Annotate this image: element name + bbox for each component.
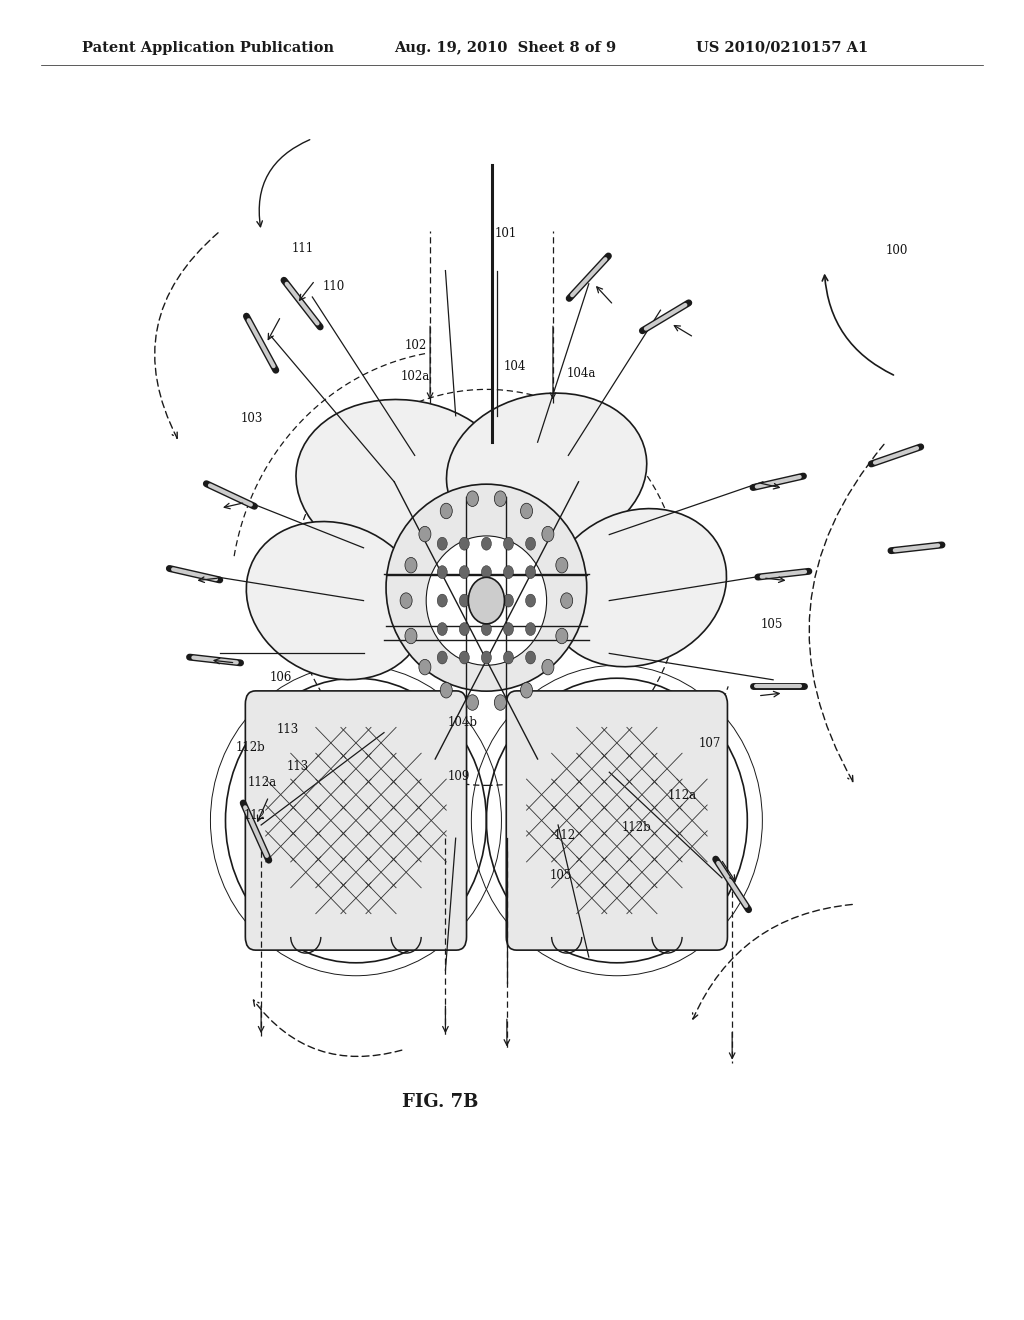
Text: 100: 100: [886, 244, 908, 257]
Text: 103: 103: [241, 412, 263, 425]
Circle shape: [419, 527, 431, 541]
Circle shape: [520, 503, 532, 519]
Text: 107: 107: [698, 737, 721, 750]
Text: 111: 111: [292, 242, 314, 255]
Circle shape: [468, 577, 505, 624]
Circle shape: [481, 537, 492, 550]
Circle shape: [437, 623, 447, 635]
Circle shape: [460, 651, 469, 664]
Circle shape: [440, 503, 453, 519]
Text: 110: 110: [323, 280, 345, 293]
FancyBboxPatch shape: [506, 690, 727, 950]
Ellipse shape: [548, 508, 726, 667]
Circle shape: [481, 623, 492, 635]
Ellipse shape: [446, 393, 647, 549]
Ellipse shape: [296, 400, 516, 569]
Circle shape: [437, 651, 447, 664]
Circle shape: [460, 623, 469, 635]
Circle shape: [504, 623, 513, 635]
Circle shape: [525, 566, 536, 578]
Circle shape: [525, 623, 536, 635]
Circle shape: [556, 557, 568, 573]
Circle shape: [440, 682, 453, 698]
Circle shape: [404, 628, 417, 644]
Ellipse shape: [426, 536, 547, 665]
Circle shape: [481, 566, 492, 578]
Text: 113: 113: [287, 760, 309, 774]
Text: 106: 106: [269, 671, 292, 684]
Circle shape: [525, 594, 536, 607]
Circle shape: [467, 694, 478, 710]
Circle shape: [525, 651, 536, 664]
Text: Aug. 19, 2010  Sheet 8 of 9: Aug. 19, 2010 Sheet 8 of 9: [394, 41, 616, 54]
Circle shape: [504, 594, 513, 607]
Circle shape: [437, 594, 447, 607]
Circle shape: [404, 557, 417, 573]
Text: 105: 105: [550, 869, 572, 882]
Text: 112a: 112a: [668, 789, 696, 803]
Circle shape: [460, 594, 469, 607]
Circle shape: [504, 566, 513, 578]
Text: 113: 113: [276, 723, 299, 737]
Circle shape: [542, 527, 554, 541]
Text: 112b: 112b: [236, 741, 265, 754]
Circle shape: [525, 537, 536, 550]
FancyBboxPatch shape: [246, 690, 467, 950]
Circle shape: [495, 694, 506, 710]
Text: 104: 104: [504, 360, 526, 374]
Text: Patent Application Publication: Patent Application Publication: [82, 41, 334, 54]
Text: 102a: 102a: [400, 370, 430, 383]
Circle shape: [419, 660, 431, 675]
Ellipse shape: [386, 484, 587, 692]
Circle shape: [467, 491, 478, 507]
Text: 101: 101: [495, 227, 517, 240]
Circle shape: [460, 566, 469, 578]
Text: FIG. 7B: FIG. 7B: [402, 1093, 478, 1111]
Ellipse shape: [247, 521, 425, 680]
Text: 112a: 112a: [248, 776, 276, 789]
Circle shape: [495, 491, 506, 507]
Text: US 2010/0210157 A1: US 2010/0210157 A1: [696, 41, 868, 54]
Circle shape: [556, 628, 568, 644]
Circle shape: [542, 660, 554, 675]
Text: 109: 109: [447, 770, 470, 783]
Circle shape: [481, 651, 492, 664]
Circle shape: [520, 682, 532, 698]
Circle shape: [504, 537, 513, 550]
Text: 112: 112: [244, 809, 266, 822]
Circle shape: [400, 593, 412, 609]
Circle shape: [437, 566, 447, 578]
Circle shape: [460, 537, 469, 550]
Text: 102: 102: [404, 339, 427, 352]
Text: 112b: 112b: [622, 821, 651, 834]
Circle shape: [504, 651, 513, 664]
Circle shape: [561, 593, 572, 609]
Text: 104a: 104a: [566, 367, 596, 380]
Circle shape: [437, 537, 447, 550]
Text: 105: 105: [761, 618, 783, 631]
Text: 112: 112: [554, 829, 577, 842]
Text: 104b: 104b: [447, 715, 477, 729]
